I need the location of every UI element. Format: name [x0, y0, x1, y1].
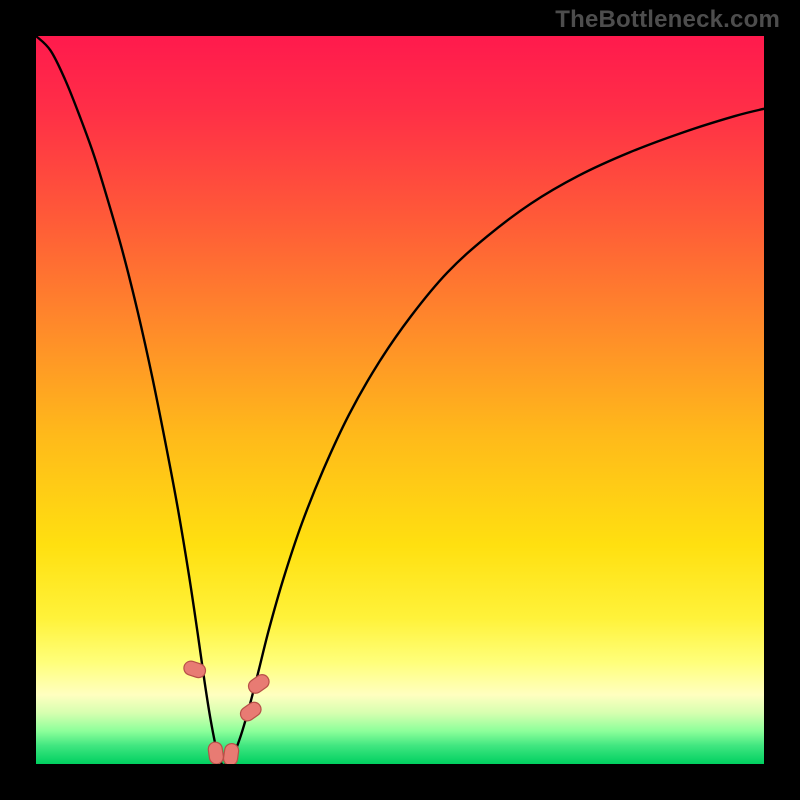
watermark-label: TheBottleneck.com: [555, 6, 780, 34]
gradient-background: [36, 36, 764, 764]
chart-container: TheBottleneck.com: [0, 0, 800, 800]
bottleneck-curve-chart: [36, 36, 764, 764]
